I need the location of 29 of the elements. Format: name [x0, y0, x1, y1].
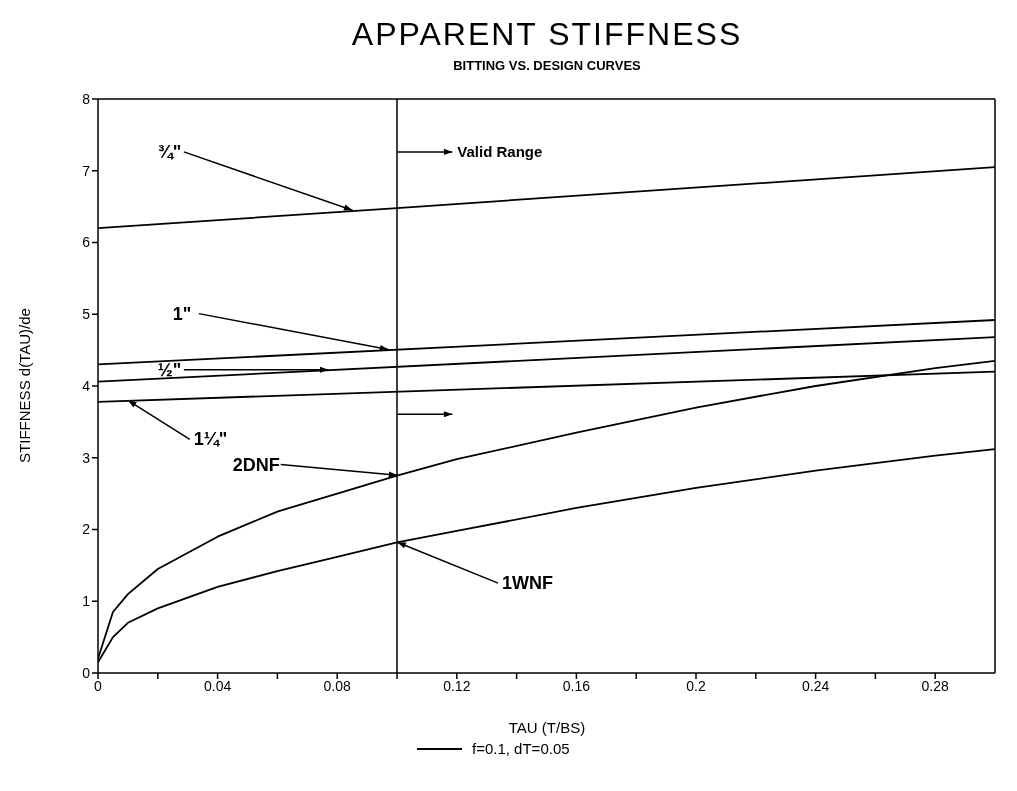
- text: f=0.1, dT=0.05: [472, 740, 570, 757]
- text: ¾": [157, 141, 182, 162]
- y-tick-label: 4: [82, 377, 91, 394]
- text: 1": [172, 303, 192, 324]
- series-label: 2DNF: [232, 454, 280, 475]
- ref-line-label: Valid Range: [457, 142, 543, 160]
- y-tick-label: 5: [82, 306, 91, 323]
- y-tick-label: 0: [82, 664, 91, 681]
- x-tick-label: 0: [94, 677, 103, 694]
- x-tick-label: 0.08: [323, 677, 352, 694]
- x-tick-label: 0.2: [686, 677, 706, 694]
- y-tick-label: 2: [82, 521, 91, 538]
- x-tick-label: 0.28: [921, 677, 950, 694]
- y-axis-title: STIFFNESS d(TAU)/de: [16, 308, 33, 463]
- x-tick-label: 0.04: [203, 677, 232, 694]
- y-tick-label: 7: [82, 162, 91, 179]
- series-label: 1¼": [193, 429, 228, 450]
- chart-subtitle: BITTING VS. DESIGN CURVES: [452, 58, 642, 73]
- y-tick-label: 8: [82, 90, 91, 107]
- x-tick-label: 0.24: [801, 677, 830, 694]
- y-tick-label: 6: [82, 234, 91, 251]
- x-tick-label: 0.16: [562, 677, 591, 694]
- y-tick-label: 1: [82, 593, 91, 610]
- text: 1WNF: [502, 573, 554, 594]
- chart-title: APPARENT STIFFNESS: [350, 16, 744, 53]
- series-label: ½": [157, 359, 182, 380]
- x-tick-label: 0.12: [443, 677, 471, 694]
- y-tick-label: 3: [82, 449, 91, 466]
- x-axis-title: TAU (T/BS): [508, 719, 586, 736]
